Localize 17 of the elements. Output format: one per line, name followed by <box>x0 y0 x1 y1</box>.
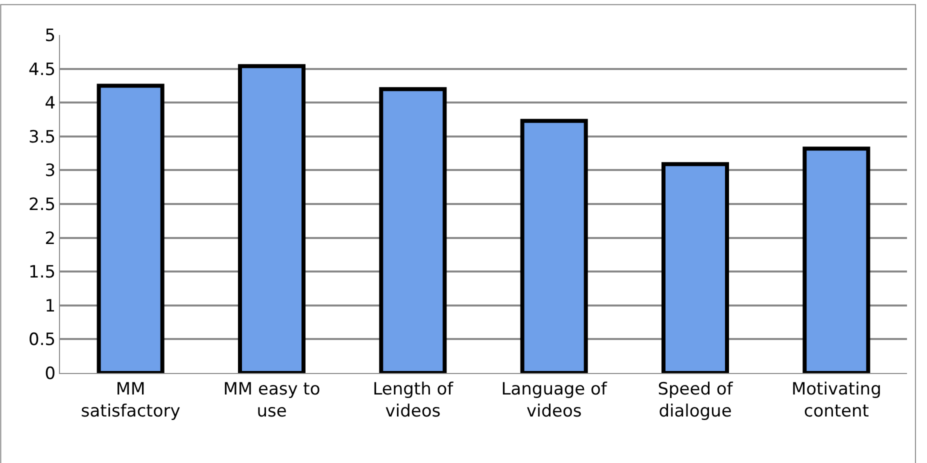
x-tick-label: MM satisfactory <box>80 379 180 422</box>
y-tick-label: 4 <box>44 94 56 114</box>
x-tick-label: Length of videos <box>372 379 454 422</box>
y-tick-label: 0 <box>44 364 56 384</box>
y-tick-label: 2 <box>44 228 56 249</box>
y-tick-label: 0.5 <box>28 330 56 350</box>
y-tick-label: 2.5 <box>28 194 56 215</box>
x-tick-label: Motivating content <box>791 379 882 422</box>
y-tick-label: 3 <box>44 161 56 182</box>
x-tick-label: MM easy to use <box>223 379 320 422</box>
y-tick-label: 5 <box>44 26 56 46</box>
y-tick-label: 1 <box>44 296 56 316</box>
x-tick-label: Language of videos <box>501 379 608 422</box>
y-tick-label: 1.5 <box>28 262 56 283</box>
y-tick-label: 4.5 <box>28 60 56 80</box>
y-tick-label: 3.5 <box>28 127 56 148</box>
x-tick-label: Speed of dialogue <box>658 379 734 422</box>
